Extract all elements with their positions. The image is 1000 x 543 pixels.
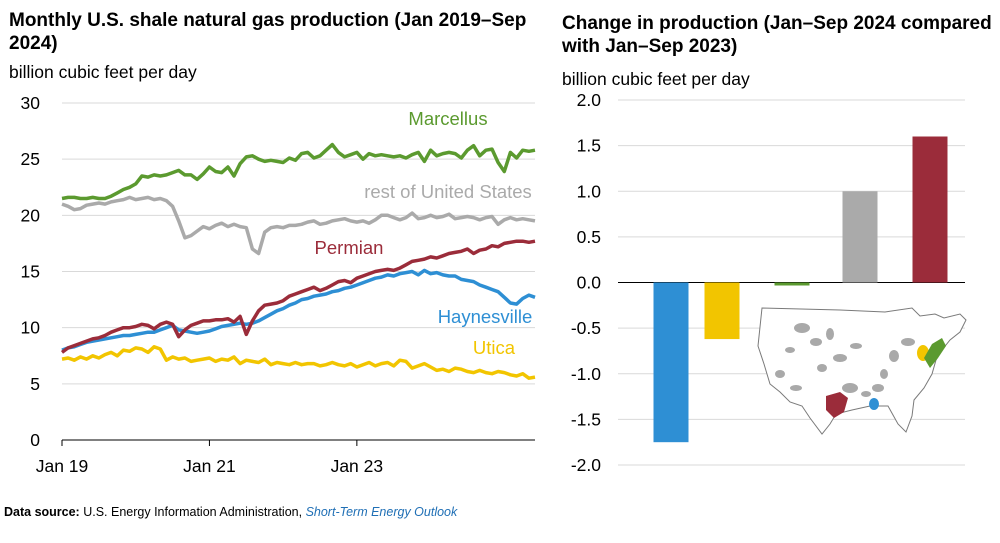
bar-permian <box>912 136 948 283</box>
shale-play-permian <box>826 392 848 418</box>
bar-marcellus <box>774 282 810 286</box>
shale-play-other-5 <box>833 354 847 362</box>
series-line-haynesville <box>61 268 536 352</box>
y-tick-15: 15 <box>21 262 40 282</box>
bar-utica <box>704 282 740 340</box>
y-tick-1-5: 1.5 <box>577 136 601 156</box>
y-tick-0: 0 <box>30 430 40 450</box>
bar-chart: 2.0 1.5 1.0 0.5 0.0 -0.5 -1.0 -1.5 -2.0 <box>571 90 967 475</box>
shale-play-other-1 <box>794 323 810 333</box>
shale-play-other-3 <box>785 347 795 353</box>
series-labels: Marcellus rest of United States Permian Hay… <box>315 108 533 358</box>
right-chart-units: billion cubic feet per day <box>562 69 750 89</box>
data-source-publication-link[interactable]: Short-Term Energy Outlook <box>305 505 458 519</box>
y-tick-30: 30 <box>21 93 41 113</box>
y-tick-0-5: -0.5 <box>571 318 601 338</box>
bars <box>653 136 948 443</box>
shale-play-other-11 <box>872 384 884 392</box>
data-source-label: Data source: <box>4 505 80 519</box>
series-label-utica: Utica <box>473 337 516 358</box>
y-tick-labels: 2.0 1.5 1.0 0.5 0.0 -0.5 -1.0 -1.5 -2.0 <box>571 90 601 475</box>
data-source-note: Data source: U.S. Energy Information Adm… <box>4 505 457 519</box>
us-shale-plays-map <box>757 307 967 435</box>
shale-play-other-16 <box>790 385 802 391</box>
bar-rest-of-united-states <box>842 191 878 283</box>
shale-play-other-10 <box>861 391 871 397</box>
y-tick-1-0: -1.0 <box>571 364 601 384</box>
shale-play-other-14 <box>880 369 888 379</box>
series-label-haynesville: Haynesville <box>438 306 533 327</box>
shale-play-other-7 <box>850 343 862 349</box>
shale-play-marcellus <box>924 338 946 368</box>
series-label-rest-of-united-states: rest of United States <box>364 181 532 202</box>
y-tick-labels: 0 5 10 15 20 25 30 <box>21 93 41 450</box>
x-tick-jan-23: Jan 23 <box>331 456 384 476</box>
y-tick-20: 20 <box>21 205 41 225</box>
series-line-permian <box>60 239 536 354</box>
x-tick-jan-19: Jan 19 <box>36 456 89 476</box>
shale-play-other-12 <box>889 350 899 362</box>
left-chart-title: Monthly U.S. shale natural gas productio… <box>9 10 527 54</box>
left-chart-units: billion cubic feet per day <box>9 62 197 82</box>
x-tick-jan-21: Jan 21 <box>183 456 236 476</box>
series-lines <box>60 142 536 380</box>
y-tick-0-0: 0.0 <box>577 273 602 293</box>
y-tick-0-5: 0.5 <box>577 227 601 247</box>
y-tick-1-5: -1.5 <box>571 409 601 429</box>
shale-play-other-15 <box>775 370 785 378</box>
y-tick-10: 10 <box>21 318 41 338</box>
y-tick-2-0: 2.0 <box>577 90 602 110</box>
series-line-marcellus <box>61 142 536 201</box>
us-outline <box>757 307 967 435</box>
y-tick-25: 25 <box>21 149 40 169</box>
y-tick-2-0: -2.0 <box>571 455 601 475</box>
shale-play-other-6 <box>817 364 827 372</box>
shale-play-haynesville <box>869 398 879 410</box>
line-chart: 0 5 10 15 20 25 30 Jan 19 Jan 21 Jan 23 Marcellu… <box>21 93 536 476</box>
series-line-rest-of-united-states <box>61 195 536 256</box>
bar-haynesville <box>653 282 689 443</box>
data-source-org: U.S. Energy Information Administration, <box>83 505 303 519</box>
y-tick-5: 5 <box>30 374 40 394</box>
series-label-marcellus: Marcellus <box>408 108 487 129</box>
shale-play-other-13 <box>901 338 915 346</box>
series-label-permian: Permian <box>315 237 384 258</box>
x-tick-labels: Jan 19 Jan 21 Jan 23 <box>36 440 383 476</box>
right-chart-title: Change in production (Jan–Sep 2024 compa… <box>562 13 992 57</box>
series-line-utica <box>61 345 536 380</box>
y-tick-1-0: 1.0 <box>577 181 602 201</box>
shale-play-other-8 <box>842 383 858 393</box>
shale-play-other-2 <box>810 338 822 346</box>
shale-play-other-4 <box>826 328 834 340</box>
